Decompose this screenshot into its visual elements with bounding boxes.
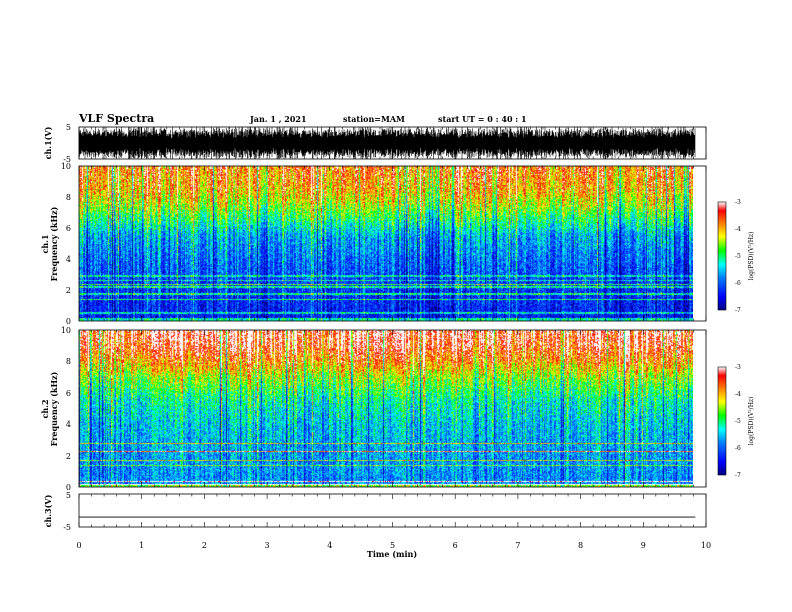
waveform-ch1-path <box>78 127 696 159</box>
colorbar-tick-label: -5 <box>735 418 741 425</box>
time-ticks <box>78 127 707 159</box>
colorbar-tick-label: -7 <box>735 472 741 479</box>
waveform-ch1-trace <box>78 127 696 159</box>
y-axis-label-channel: ch.1 <box>40 234 50 253</box>
xtick-label: 9 <box>641 541 646 550</box>
ytick-label: 10 <box>61 326 71 335</box>
y-axis-label-channel: ch.2 <box>40 399 50 418</box>
colorbar-ch1: -3 -4 -5 -6 -7 log(PSD)(V²/Hz) <box>717 199 755 314</box>
colorbar-label: log(PSD)(V²/Hz) <box>748 397 755 446</box>
colorbar-ch2: -3 -4 -5 -6 -7 log(PSD)(V²/Hz) <box>717 364 755 479</box>
xtick-label: 2 <box>202 541 207 550</box>
x-axis-label: Time (min) <box>367 549 417 559</box>
ytick-label: 5 <box>66 491 71 500</box>
colorbar-tick-label: -3 <box>735 364 741 371</box>
colorbar-tick-label: -6 <box>735 280 741 287</box>
colorbar-tick-label: -5 <box>735 253 741 260</box>
xtick-label: 7 <box>515 541 520 550</box>
colorbar-label: log(PSD)(V²/Hz) <box>748 232 755 281</box>
time-ticks <box>78 166 707 321</box>
colorbar-ramp <box>717 366 727 476</box>
xtick-label: 3 <box>265 541 270 550</box>
figure-title: VLF Spectra <box>78 112 154 125</box>
panel-spectrogram-ch2: 0 2 4 6 8 10 ch.2 Frequency (kHz) <box>40 326 707 492</box>
ytick-label: 4 <box>66 420 71 429</box>
start-time-label: start UT = 0 : 40 : 1 <box>438 114 527 124</box>
ytick-label: 2 <box>66 452 71 461</box>
xtick-label: 10 <box>701 541 711 550</box>
spectrogram-ch2-image <box>79 330 693 487</box>
y-axis-label-frequency: Frequency (kHz) <box>49 206 59 281</box>
xtick-label: 1 <box>139 541 144 550</box>
ytick-label: -5 <box>63 523 71 532</box>
ytick-label: 8 <box>66 357 71 366</box>
colorbar-tick-label: -4 <box>735 226 741 233</box>
colorbar-tick-label: -6 <box>735 445 741 452</box>
xtick-label: 4 <box>327 541 332 550</box>
y-axis-label: ch.1(V) <box>43 126 53 159</box>
ytick-label: -5 <box>63 155 71 164</box>
colorbar-tick-label: -4 <box>735 391 741 398</box>
ytick-label: 6 <box>66 224 71 233</box>
y-axis-label: ch.3(V) <box>43 494 53 527</box>
panel-waveform-ch3: 5 -5 ch.3(V) <box>43 491 707 532</box>
ytick-label: 2 <box>66 286 71 295</box>
y-axis-label-frequency: Frequency (kHz) <box>49 371 59 446</box>
colorbar-tick-label: -7 <box>735 307 741 314</box>
xtick-label: 5 <box>390 541 395 550</box>
spectrogram-ch1-image <box>79 166 693 321</box>
colorbar-tick-label: -3 <box>735 199 741 206</box>
station-label: station=MAM <box>343 114 405 124</box>
time-ticks <box>78 330 707 487</box>
time-ticks <box>78 494 707 527</box>
ytick-label: 10 <box>61 162 71 171</box>
xtick-label: 6 <box>453 541 458 550</box>
ytick-label: 5 <box>66 123 71 132</box>
colorbar-ramp <box>717 201 727 311</box>
xtick-label: 0 <box>76 541 81 550</box>
panel-waveform-ch1: 5 -5 ch.1(V) <box>43 123 707 164</box>
xtick-label: 8 <box>578 541 583 550</box>
ytick-label: 0 <box>66 317 71 326</box>
date-label: Jan. 1 , 2021 <box>249 114 307 124</box>
ytick-label: 6 <box>66 389 71 398</box>
panel-spectrogram-ch1: 0 2 4 6 8 10 ch.1 Frequency (kHz) <box>40 162 707 326</box>
ytick-label: 4 <box>66 255 71 264</box>
ytick-label: 8 <box>66 193 71 202</box>
ytick-label: 0 <box>66 483 71 492</box>
x-axis: 0 1 2 3 4 5 6 7 8 9 10 <box>76 541 711 550</box>
